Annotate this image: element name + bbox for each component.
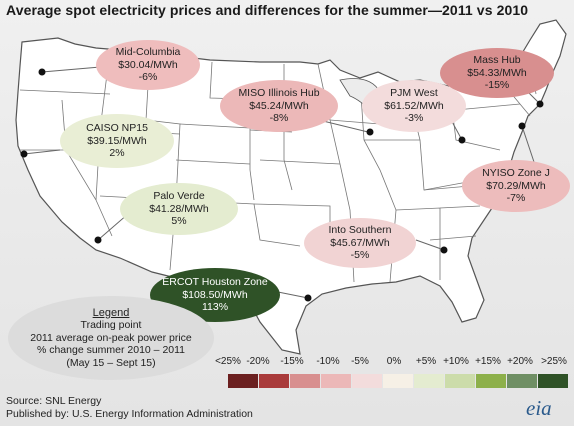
swatch [414,374,444,388]
swatch [290,374,320,388]
hub-change: -6% [138,71,158,84]
swatch [321,374,351,388]
hub-bubble-palo-verde: Palo Verde $41.28/MWh 5% [120,183,238,235]
scale-label: >25% [541,356,567,367]
hub-change: 5% [171,215,187,228]
map-title: Average spot electricity prices and diff… [6,2,529,18]
hub-bubble-pjm-west: PJM West $61.52/MWh -3% [362,80,466,132]
scale-label: +20% [507,356,533,367]
hub-bubble-mid-columbia: Mid-Columbia $30.04/MWh -6% [96,40,200,90]
scale-label: <25% [215,356,241,367]
trading-points [20,68,544,302]
scale-label: -20% [246,356,270,367]
scale-label: +10% [443,356,469,367]
hub-name: Into Southern [328,224,392,237]
hub-name: ERCOT Houston Zone [162,276,268,289]
hub-bubble-caiso: CAISO NP15 $39.15/MWh 2% [60,114,174,168]
trading-point-palo-verde [94,236,102,244]
legend-heading: Legend [92,306,130,319]
scale-label: -5% [351,356,369,367]
hub-change: -3% [404,112,424,125]
scale-label: -10% [316,356,340,367]
swatch [228,374,258,388]
eia-logo: eia [526,396,552,420]
trading-point-mid-columbia [38,68,46,76]
hub-price: $41.28/MWh [149,202,209,215]
trading-point-nyiso [518,122,526,130]
trading-point-pjm-west [458,136,466,144]
hub-price: $39.15/MWh [87,134,147,147]
hub-name: NYISO Zone J [482,167,550,180]
hub-change: -5% [350,249,370,262]
source-note: Source: SNL Energy Published by: U.S. En… [6,395,253,421]
swatch [445,374,475,388]
hub-change: -8% [269,112,289,125]
legend-line-2: 2011 average on-peak power price [30,331,192,344]
hub-price: $61.52/MWh [384,99,444,112]
source-line: Source: SNL Energy [6,395,102,407]
scale-label: 0% [386,356,402,367]
hub-name: CAISO NP15 [86,122,148,135]
scale-label: +5% [415,356,437,367]
hub-price: $70.29/MWh [486,179,546,192]
trading-point-mass-hub [536,100,544,108]
scale-label: +15% [475,356,501,367]
hub-price: $108.50/MWh [182,288,248,301]
scale-swatches [228,374,569,388]
trading-point-miso [366,128,374,136]
trading-point-into-southern [440,246,448,254]
scale-label: -15% [280,356,304,367]
scale-labels: <25% -20% -15% -10% -5% 0% +5% +10% +15%… [214,356,574,370]
hub-change: 2% [109,147,125,160]
swatch [259,374,289,388]
hub-name: Mass Hub [473,54,521,67]
hub-price: $45.67/MWh [330,236,390,249]
hub-change: 113% [201,301,229,314]
hub-change: -15% [484,79,510,92]
legend-line-3: % change summer 2010 – 2011 [36,344,186,357]
legend-line-1: Trading point [80,319,142,332]
hub-bubble-mass-hub: Mass Hub $54.33/MWh -15% [440,48,554,98]
hub-change: -7% [506,192,526,205]
swatch [476,374,506,388]
swatch [507,374,537,388]
hub-bubble-nyiso: NYISO Zone J $70.29/MWh -7% [462,160,570,212]
swatch [538,374,568,388]
hub-name: Palo Verde [153,190,205,203]
hub-name: MISO Illinois Hub [238,87,320,100]
hub-bubble-miso: MISO Illinois Hub $45.24/MWh -8% [220,80,338,132]
trading-point-ercot [304,294,312,302]
hub-bubble-into-southern: Into Southern $45.67/MWh -5% [304,218,416,268]
legend: Legend Trading point 2011 average on-pea… [8,296,214,380]
publisher-line: Published by: U.S. Energy Information Ad… [6,408,253,420]
swatch [383,374,413,388]
hub-price: $30.04/MWh [118,58,178,71]
trading-point-caiso [20,150,28,158]
hub-price: $54.33/MWh [467,66,527,79]
hub-price: $45.24/MWh [249,99,309,112]
hub-name: PJM West [390,87,438,100]
swatch [352,374,382,388]
hub-name: Mid-Columbia [115,46,181,59]
legend-line-4: (May 15 – Sept 15) [66,356,156,369]
